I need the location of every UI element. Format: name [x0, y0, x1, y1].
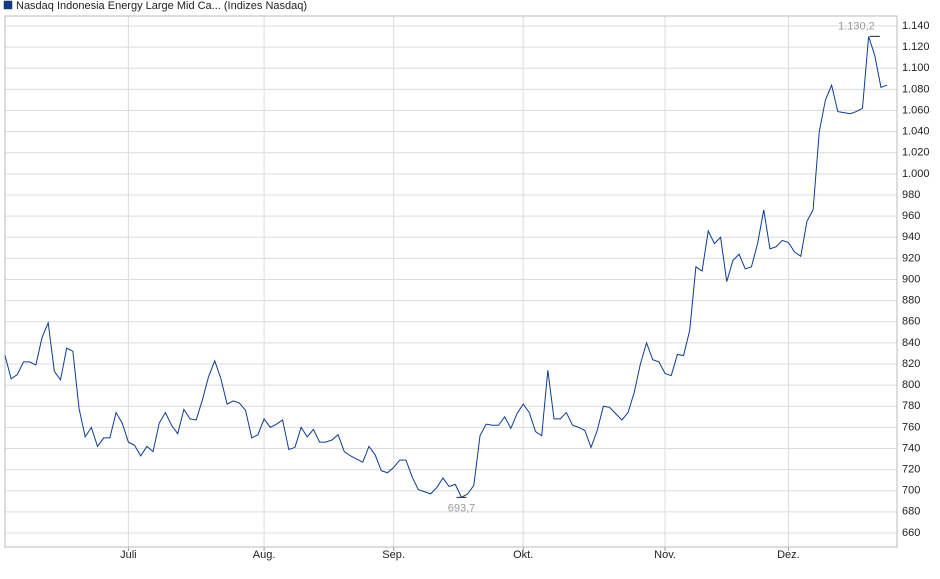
y-tick-label: 760 [902, 421, 920, 433]
y-tick-label: 1.000 [902, 168, 930, 180]
extreme-label: 693,7 [448, 502, 476, 514]
y-tick-label: 980 [902, 189, 920, 201]
legend-label: Nasdaq Indonesia Energy Large Mid Ca... … [16, 0, 307, 12]
x-tick-label: Aug. [253, 549, 276, 561]
y-tick-label: 680 [902, 506, 920, 518]
y-tick-label: 780 [902, 400, 920, 412]
y-tick-label: 820 [902, 358, 920, 370]
y-tick-label: 720 [902, 463, 920, 475]
y-tick-label: 960 [902, 210, 920, 222]
y-tick-label: 800 [902, 379, 920, 391]
extreme-label: 1.130,2 [838, 20, 875, 32]
y-tick-label: 1.060 [902, 104, 930, 116]
plot-frame [4, 15, 898, 548]
x-tick-label: Juli [120, 549, 137, 561]
y-tick-label: 860 [902, 316, 920, 328]
y-tick-label: 940 [902, 231, 920, 243]
y-tick-label: 740 [902, 442, 920, 454]
y-tick-label: 1.100 [902, 62, 930, 74]
x-tick-label: Okt. [513, 549, 533, 561]
y-tick-label: 1.080 [902, 83, 930, 95]
y-tick-label: 1.020 [902, 147, 930, 159]
legend-swatch [3, 0, 13, 10]
y-tick-label: 920 [902, 252, 920, 264]
x-tick-label: Dez. [777, 549, 800, 561]
y-tick-label: 900 [902, 273, 920, 285]
y-tick-label: 1.120 [902, 41, 930, 53]
y-tick-label: 700 [902, 485, 920, 497]
x-tick-label: Nov. [654, 549, 676, 561]
y-tick-label: 660 [902, 527, 920, 539]
price-line [4, 36, 888, 499]
x-tick-label: Sep. [382, 549, 405, 561]
y-tick-label: 1.040 [902, 126, 930, 138]
y-tick-label: 840 [902, 337, 920, 349]
y-tick-label: 1.140 [902, 20, 930, 32]
y-tick-label: 880 [902, 295, 920, 307]
